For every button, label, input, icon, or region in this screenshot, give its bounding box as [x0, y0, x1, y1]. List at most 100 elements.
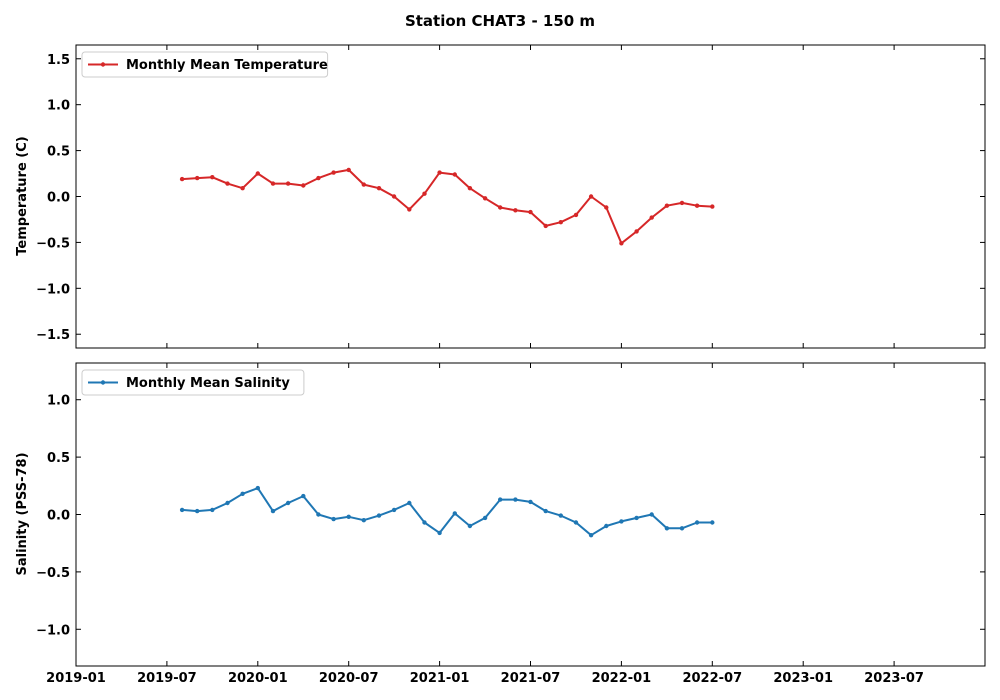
data-point	[422, 191, 427, 196]
series-line	[182, 487, 713, 537]
panel-1: 1.5 1.0 0.5 0.0 −0.5 −1.0 −1.5 Temperature (C) M…	[15, 44, 986, 349]
data-point	[407, 207, 412, 212]
data-point	[588, 194, 594, 199]
legend-label: Monthly Mean Temperature	[126, 58, 328, 73]
data-point	[331, 170, 336, 175]
data-point	[467, 523, 473, 529]
data-point	[179, 507, 185, 513]
legend-marker	[100, 380, 106, 385]
data-point	[195, 175, 200, 181]
data-point	[376, 513, 382, 518]
data-point	[649, 215, 654, 220]
y-tick-label: −0.5	[36, 236, 70, 251]
data-point	[240, 186, 245, 191]
data-point	[710, 204, 715, 209]
data-point	[452, 511, 457, 516]
x-tick-label: 2019-01	[46, 671, 106, 686]
data-point	[649, 512, 654, 517]
y-tick-label: 0.0	[47, 509, 70, 524]
x-tick-label: 2022-01	[592, 671, 652, 686]
data-point	[467, 186, 473, 191]
data-point	[482, 515, 488, 521]
series-line	[182, 168, 713, 245]
y-tick-label: −1.0	[36, 623, 70, 638]
data-point	[543, 508, 548, 514]
plot-frame	[75, 44, 986, 349]
data-point	[255, 171, 260, 176]
data-point	[573, 520, 579, 525]
x-tick-label: 2022-07	[682, 671, 742, 686]
data-point	[604, 523, 609, 529]
x-tick-label: 2023-07	[864, 671, 924, 686]
plot-frame	[75, 362, 986, 667]
data-point	[316, 512, 321, 517]
data-point	[543, 223, 548, 229]
data-point	[179, 176, 185, 182]
data-point	[422, 520, 427, 525]
data-point	[528, 499, 533, 505]
legend-marker	[100, 62, 106, 67]
data-point	[316, 175, 321, 181]
data-point	[210, 507, 215, 513]
data-point	[588, 533, 594, 538]
data-point	[225, 181, 230, 186]
y-tick-label: 1.0	[47, 394, 70, 409]
y-tick-label: 1.0	[47, 99, 70, 114]
data-point	[331, 516, 336, 522]
x-tick-label: 2023-01	[773, 671, 833, 686]
panel-2: 1.0 0.5 0.0 −0.5 −1.0 2019-01 2019-07 2020-01 20…	[15, 362, 986, 686]
data-point	[225, 500, 230, 506]
data-point	[573, 212, 579, 218]
data-point	[604, 205, 609, 210]
data-point	[498, 497, 503, 502]
data-point	[210, 175, 215, 180]
data-point	[513, 497, 518, 502]
data-point	[195, 508, 200, 514]
data-point	[437, 170, 442, 175]
x-tick-label: 2019-07	[137, 671, 197, 686]
data-point	[376, 186, 382, 191]
data-point	[634, 229, 639, 234]
legend-label: Monthly Mean Salinity	[126, 376, 290, 391]
data-point	[437, 530, 442, 536]
data-point	[694, 203, 700, 208]
y-axis-label: Temperature (C)	[15, 136, 30, 255]
data-point	[407, 500, 412, 506]
data-point	[361, 518, 366, 523]
x-tick-label: 2020-01	[228, 671, 288, 686]
data-point	[361, 182, 366, 187]
data-point	[528, 209, 533, 215]
data-point	[513, 208, 518, 213]
data-point	[694, 520, 700, 525]
y-tick-label: 0.5	[47, 451, 70, 466]
y-tick-label: 0.0	[47, 191, 70, 206]
data-point	[664, 526, 670, 531]
data-point	[634, 515, 639, 521]
x-tick-label: 2021-01	[410, 671, 470, 686]
data-point	[679, 200, 685, 206]
data-point	[240, 491, 245, 496]
y-tick-label: −1.5	[36, 328, 70, 343]
y-axis-label: Salinity (PSS-78)	[15, 452, 30, 575]
y-tick-label: 0.5	[47, 145, 70, 160]
data-point	[346, 514, 351, 519]
data-point	[558, 220, 563, 225]
data-point	[391, 194, 397, 199]
data-point	[619, 519, 624, 524]
y-tick-label: −1.0	[36, 282, 70, 297]
data-point	[391, 507, 397, 513]
y-tick-label: 1.5	[47, 53, 70, 68]
data-point	[255, 485, 260, 491]
data-point	[452, 172, 457, 177]
data-point	[498, 205, 503, 210]
data-point	[285, 500, 291, 506]
x-tick-label: 2021-07	[501, 671, 561, 686]
data-point	[270, 181, 276, 186]
x-tick-label: 2020-07	[319, 671, 379, 686]
data-point	[301, 183, 306, 188]
data-point	[619, 241, 624, 246]
data-point	[346, 167, 351, 173]
data-point	[270, 508, 276, 514]
legend-box	[81, 369, 305, 396]
